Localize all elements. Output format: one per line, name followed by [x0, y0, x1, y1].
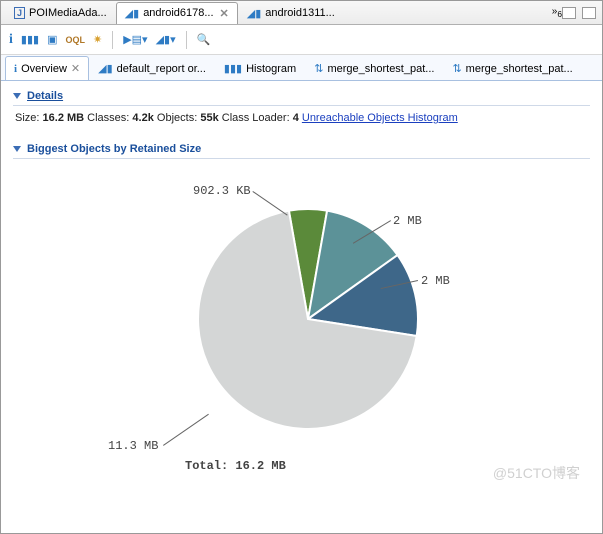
tree-icon: ⇅ — [314, 62, 323, 75]
maximize-view-icon[interactable] — [582, 7, 596, 19]
objects-label: Objects: — [157, 112, 197, 124]
tab-label: POIMediaAda... — [29, 7, 107, 19]
tab-label: merge_shortest_pat... — [327, 63, 434, 75]
dominator-tree-icon[interactable]: ▣ — [47, 33, 57, 46]
search-icon[interactable]: 🔍 — [197, 33, 211, 46]
editor-tab-android6178[interactable]: ◢▮ android6178... ✕ — [116, 2, 238, 24]
slice-label: 902.3 KB — [193, 184, 251, 198]
histogram-icon: ▮▮▮ — [224, 62, 242, 75]
section-title: Biggest Objects by Retained Size — [27, 143, 201, 155]
tab-label: android1311... — [265, 7, 335, 19]
more-tabs-indicator[interactable]: »6 — [552, 6, 562, 19]
histogram-icon[interactable]: ▮▮▮ — [21, 33, 39, 46]
classloader-value: 4 — [293, 112, 299, 124]
section-title: Details — [27, 90, 63, 102]
minimize-view-icon[interactable] — [562, 7, 576, 19]
tab-histogram[interactable]: ▮▮▮ Histogram — [215, 56, 305, 80]
overview-content: Details Size: 16.2 MB Classes: 4.2k Obje… — [1, 81, 602, 533]
details-body: Size: 16.2 MB Classes: 4.2k Objects: 55k… — [13, 106, 590, 126]
editor-tab-poi[interactable]: J POIMediaAda... — [5, 2, 116, 24]
oql-icon[interactable]: OQL — [65, 35, 85, 45]
heap-dump-icon: ◢▮ — [247, 7, 262, 20]
biggest-section: Biggest Objects by Retained Size 902.3 K… — [13, 140, 590, 489]
size-value: 16.2 MB — [43, 112, 85, 124]
info-icon: i — [14, 63, 17, 75]
objects-value: 55k — [200, 112, 218, 124]
tab-overview[interactable]: i Overview ✕ — [5, 56, 89, 80]
db-icon: ◢▮ — [98, 62, 113, 75]
toolbar: i ▮▮▮ ▣ OQL ✷ ▶▤▾ ◢▮▾ 🔍 — [1, 25, 602, 55]
collapse-icon — [13, 93, 21, 99]
run-report-icon[interactable]: ▶▤▾ — [123, 33, 147, 46]
separator — [186, 31, 187, 49]
thread-icon[interactable]: ✷ — [93, 33, 102, 46]
slice-label: 11.3 MB — [108, 439, 158, 453]
editor-tab-android1311[interactable]: ◢▮ android1311... — [238, 2, 344, 24]
tree-icon: ⇅ — [452, 62, 461, 75]
tab-label: Overview — [21, 63, 67, 75]
query-browser-icon[interactable]: ◢▮▾ — [156, 33, 176, 46]
slice-label: 2 MB — [393, 214, 422, 228]
details-header[interactable]: Details — [13, 87, 590, 106]
separator — [112, 31, 113, 49]
tab-label: default_report or... — [117, 63, 206, 75]
info-icon[interactable]: i — [9, 32, 13, 48]
collapse-icon — [13, 146, 21, 152]
tab-label: android6178... — [143, 7, 213, 19]
tab-merge-shortest-2[interactable]: ⇅ merge_shortest_pat... — [443, 56, 581, 80]
java-file-icon: J — [14, 7, 25, 19]
pie-chart: 902.3 KB 2 MB 2 MB 11.3 MB Total: 16.2 MB @… — [13, 159, 590, 489]
close-icon[interactable]: ✕ — [220, 7, 229, 20]
classes-label: Classes: — [87, 112, 129, 124]
tab-label: Histogram — [246, 63, 296, 75]
size-label: Size: — [15, 112, 39, 124]
close-icon[interactable]: ✕ — [71, 62, 80, 75]
unreachable-link[interactable]: Unreachable Objects Histogram — [302, 112, 458, 124]
pie-svg — [188, 199, 428, 439]
watermark: @51CTO博客 — [493, 463, 580, 483]
biggest-header[interactable]: Biggest Objects by Retained Size — [13, 140, 590, 159]
editor-tab-bar: J POIMediaAda... ◢▮ android6178... ✕ ◢▮ … — [1, 1, 602, 25]
tab-label: merge_shortest_pat... — [466, 63, 573, 75]
classloader-label: Class Loader: — [222, 112, 290, 124]
tab-merge-shortest-1[interactable]: ⇅ merge_shortest_pat... — [305, 56, 443, 80]
report-tab-bar: i Overview ✕ ◢▮ default_report or... ▮▮▮… — [1, 55, 602, 81]
classes-value: 4.2k — [132, 112, 153, 124]
chart-total: Total: 16.2 MB — [185, 459, 286, 473]
tab-default-report[interactable]: ◢▮ default_report or... — [89, 56, 215, 80]
slice-label: 2 MB — [421, 274, 450, 288]
heap-dump-icon: ◢▮ — [125, 7, 140, 20]
details-section: Details Size: 16.2 MB Classes: 4.2k Obje… — [13, 87, 590, 126]
